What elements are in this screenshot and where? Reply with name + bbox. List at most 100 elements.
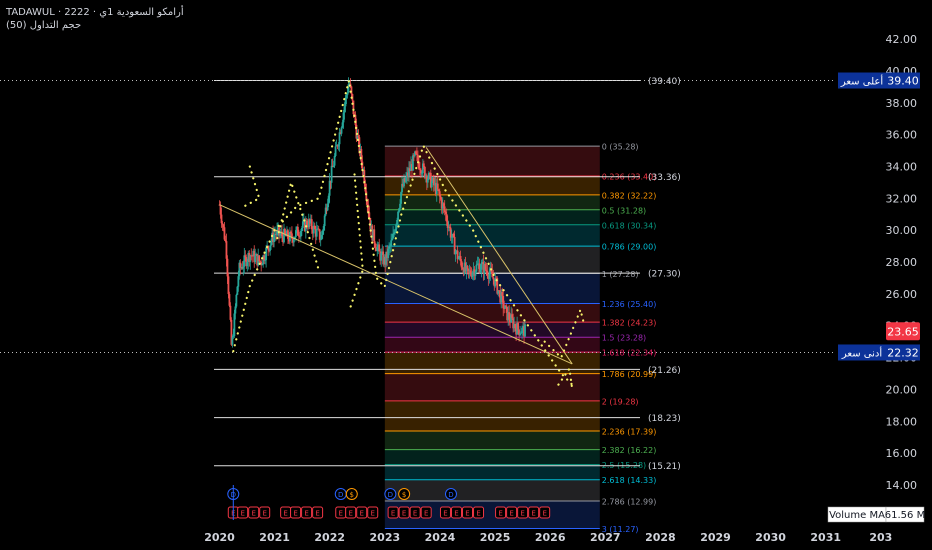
x-tick-label: 2030 xyxy=(755,531,786,544)
candle-body xyxy=(226,258,229,277)
candle-body xyxy=(251,255,254,257)
candle-body xyxy=(391,238,394,241)
event-marker-earnings xyxy=(290,506,302,519)
event-marker-earnings xyxy=(439,506,451,519)
event-marker-letter: E xyxy=(402,510,406,518)
candle-body xyxy=(241,267,244,269)
fib-zone xyxy=(384,194,600,210)
candle-body xyxy=(496,278,499,294)
candle-body xyxy=(346,92,349,96)
candle-body xyxy=(476,264,479,265)
event-marker-dividend xyxy=(444,488,457,500)
candle-body xyxy=(442,203,445,207)
candle-body xyxy=(378,244,381,252)
candle-body xyxy=(264,260,267,261)
candle-body xyxy=(344,97,347,107)
candle-body xyxy=(318,229,321,240)
candle-body xyxy=(332,165,335,167)
candle-body xyxy=(363,170,366,184)
candle-body xyxy=(331,165,334,167)
candle-body xyxy=(233,313,236,337)
candle-body xyxy=(510,314,513,323)
candle-body xyxy=(260,261,263,266)
candle-body xyxy=(231,337,234,345)
candle-body xyxy=(502,295,505,309)
candle-body xyxy=(376,247,379,251)
symbol-title[interactable]: TADAWUL · 2222 · أرامكو السعودية 1ي xyxy=(6,7,184,18)
wave-dotted-path xyxy=(243,165,261,208)
candle-body xyxy=(249,255,252,262)
candles xyxy=(218,77,526,348)
candle-body xyxy=(345,95,348,98)
candle-body xyxy=(326,203,329,211)
candle-body xyxy=(400,192,402,204)
candle-body xyxy=(287,230,289,239)
candle-body xyxy=(466,265,469,269)
event-marker-letter: E xyxy=(339,510,343,518)
candle-body xyxy=(484,263,487,270)
event-marker-letter: E xyxy=(443,510,447,518)
event-marker-letter: E xyxy=(304,510,308,518)
candle-body xyxy=(370,225,373,230)
candle-body xyxy=(232,336,235,338)
candle-body xyxy=(407,172,409,177)
event-marker-dividend xyxy=(384,488,397,500)
event-marker-earnings xyxy=(398,506,410,519)
candle-body xyxy=(228,294,231,306)
candle-body xyxy=(418,168,421,170)
event-marker-letter: E xyxy=(476,510,480,518)
event-marker-letter: E xyxy=(293,510,297,518)
candle-body xyxy=(320,235,323,240)
event-marker-letter: E xyxy=(262,510,266,518)
event-marker-earnings xyxy=(312,506,324,519)
fib-zone xyxy=(384,224,600,247)
candle-body xyxy=(246,261,249,266)
candle-body xyxy=(230,319,233,345)
candle-body xyxy=(521,327,523,333)
candle-body xyxy=(225,241,228,259)
candle-body xyxy=(481,262,484,264)
x-tick-label: 2031 xyxy=(810,531,841,544)
candle-body xyxy=(480,263,483,270)
candle-body xyxy=(423,167,426,178)
candle-body xyxy=(261,264,264,266)
candle-body xyxy=(512,318,515,329)
candle-body xyxy=(234,306,237,314)
candle-body xyxy=(355,124,358,139)
candle-body xyxy=(524,324,526,337)
candle-body xyxy=(325,207,328,211)
candle-body xyxy=(357,135,360,138)
candle-body xyxy=(487,275,490,279)
horizontal-level-label: (39.40) xyxy=(648,77,681,87)
candle-body xyxy=(258,255,261,261)
candle-body xyxy=(478,263,481,273)
event-marker-earnings xyxy=(301,506,313,519)
candle-body xyxy=(274,234,276,235)
fib-zone xyxy=(384,449,600,465)
candle-body xyxy=(494,277,497,287)
extreme-price-label-box xyxy=(838,344,886,361)
candle-body xyxy=(224,239,227,242)
candle-body xyxy=(509,319,512,323)
candle-body xyxy=(382,251,385,265)
candle-body xyxy=(383,256,386,265)
candle-body xyxy=(412,155,414,171)
event-marker-letter: D xyxy=(448,491,453,499)
fib-level-label: 2.236 (17.39) xyxy=(602,427,657,436)
candle-body xyxy=(470,274,473,278)
x-tick-label: 2027 xyxy=(590,531,621,544)
candle-body xyxy=(379,251,382,261)
candle-body xyxy=(406,172,408,178)
candle-body xyxy=(284,229,286,234)
candle-body xyxy=(262,255,265,265)
x-tick-label: 2028 xyxy=(645,531,676,544)
fib-level-label: 2.618 (14.33) xyxy=(602,476,657,485)
fib-zone xyxy=(384,352,600,374)
candle-body xyxy=(248,252,251,262)
candle-body xyxy=(227,276,230,295)
extreme-price-label: أدنى سعر xyxy=(841,346,882,359)
candle-body xyxy=(443,206,446,212)
event-marker-earnings xyxy=(248,506,260,519)
volume-indicator-label[interactable]: حجم التداول (50) xyxy=(6,20,82,31)
